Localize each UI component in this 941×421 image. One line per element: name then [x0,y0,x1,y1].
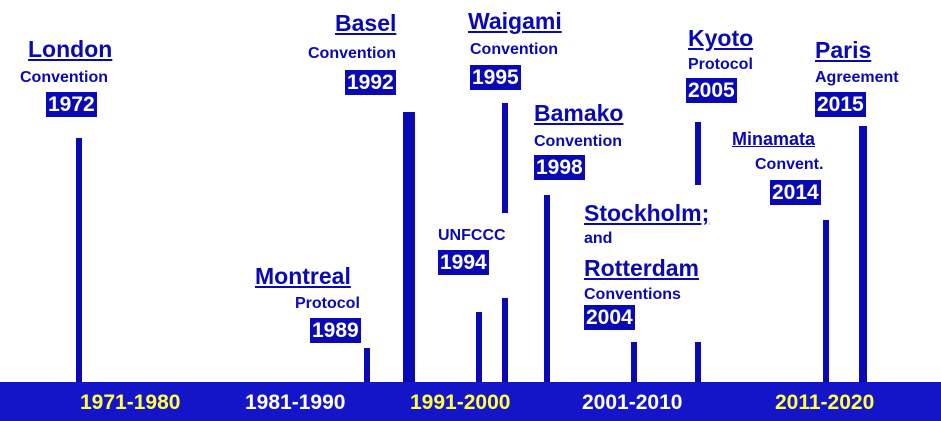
event-subtitle: Protocol [295,295,360,312]
event-year: 2004 [584,305,635,330]
event-title: Waigami [468,8,562,34]
event-subtitle: Convent. [755,156,824,173]
event-year: 2015 [815,92,866,117]
timeline-line [403,112,415,382]
timeline-line [502,298,508,382]
timeline-line [859,126,867,382]
event-title: Basel [335,10,397,36]
timeline-line [364,348,370,382]
event-title: London [28,36,113,62]
event-subtitle: Agreement [815,69,899,86]
event-subtitle: Protocol [688,56,753,73]
event-year: 2014 [770,180,821,205]
event-year: 1972 [46,92,97,117]
timeline-line [76,138,82,382]
decade-label: 1991-2000 [410,391,511,414]
decade-label: 2001-2010 [582,391,683,414]
event-subtitle: Convention [470,41,558,58]
timeline-line [823,220,829,382]
timeline-line [695,342,701,382]
event-subtitle: Conventions [584,286,681,303]
timeline-line [502,103,508,213]
event-subtitle: Convention [534,133,622,150]
event-title: Stockholm; [584,200,710,226]
event-title: Bamako [534,100,624,126]
timeline-line [695,122,701,185]
timeline-line [544,195,550,382]
decade-label: 2011-2020 [775,391,875,414]
event-title: Paris [815,37,872,63]
event-subtitle: and [584,230,613,247]
event-title: Kyoto [688,25,754,51]
event-year: 1989 [310,318,361,343]
event-year: 1998 [534,155,585,180]
event-year: 2005 [686,78,737,103]
event-year: 1992 [345,70,396,95]
timeline-line [476,312,482,382]
event-year: 1994 [438,250,489,275]
event-title: UNFCCC [438,227,506,244]
event-title: Minamata [732,129,816,149]
event-subtitle: Convention [20,69,108,86]
event-subtitle: Convention [308,45,396,62]
decade-label: 1981-1990 [245,391,346,414]
decade-label: 1971-1980 [80,391,181,414]
decade-bar [0,382,941,421]
timeline-line [631,342,637,382]
event-year: 1995 [470,65,521,90]
event-title: Montreal [255,263,351,289]
event-title: Rotterdam [584,255,700,281]
